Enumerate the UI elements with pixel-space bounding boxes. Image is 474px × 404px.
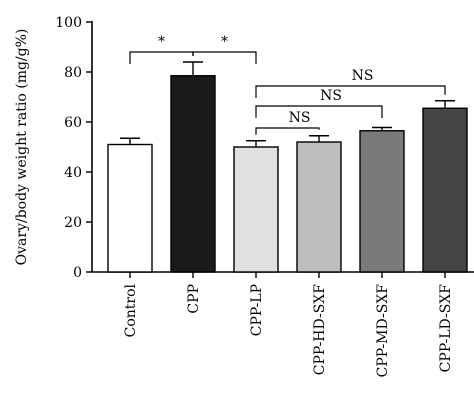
bracket-CPP-CPP-LP: [192, 51, 257, 64]
x-tick-label-CPP: CPP: [186, 284, 202, 314]
bar-Control: [107, 143, 153, 273]
bracket-label-CPP-LP-CPP-HD-SXF: NS: [289, 110, 311, 126]
y-tick-label-40: 40: [64, 165, 82, 181]
significance-annotations: * * NS NS NS: [129, 34, 446, 135]
y-tick-label-20: 20: [64, 215, 82, 231]
bracket-label-Control-CPP: *: [158, 34, 165, 50]
bracket-label-CPP-CPP-LP: *: [221, 34, 228, 50]
y-tick-label-80: 80: [64, 65, 82, 81]
x-tick-label-CPP-LP: CPP-LP: [249, 284, 265, 336]
bar-CPP-MD-SXF: [359, 130, 405, 273]
x-tick-label-CPP-HD-SXF: CPP-HD-SXF: [312, 284, 328, 375]
x-tick-label-CPP-MD-SXF: CPP-MD-SXF: [375, 284, 391, 378]
y-tick-label-100: 100: [55, 15, 82, 31]
x-tick-label-CPP-LD-SXF: CPP-LD-SXF: [438, 284, 454, 373]
bracket-CPP-LP-CPP-MD-SXF: [255, 105, 383, 118]
bar-CPP-LD-SXF: [422, 107, 468, 273]
bar-CPP: [170, 75, 216, 273]
bar-CPP-LP: [233, 146, 279, 273]
bracket-label-CPP-LP-CPP-MD-SXF: NS: [320, 88, 342, 104]
bars: [107, 61, 468, 273]
x-tick-label-Control: Control: [123, 283, 139, 337]
axes: 0 20 40 60 80 100 Control CPP CPP-LP CPP-HD-SXF CP…: [55, 15, 474, 377]
y-tick-label-60: 60: [64, 115, 82, 131]
y-tick-label-0: 0: [73, 265, 82, 281]
bar-CPP-HD-SXF: [296, 141, 342, 273]
bracket-label-CPP-LP-CPP-LD-SXF: NS: [352, 68, 374, 84]
bracket-CPP-LP-CPP-LD-SXF: [255, 85, 446, 98]
bracket-CPP-LP-CPP-HD-SXF: [255, 127, 320, 135]
y-axis-label: Ovary/body weight ratio (mg/g%): [14, 29, 30, 266]
